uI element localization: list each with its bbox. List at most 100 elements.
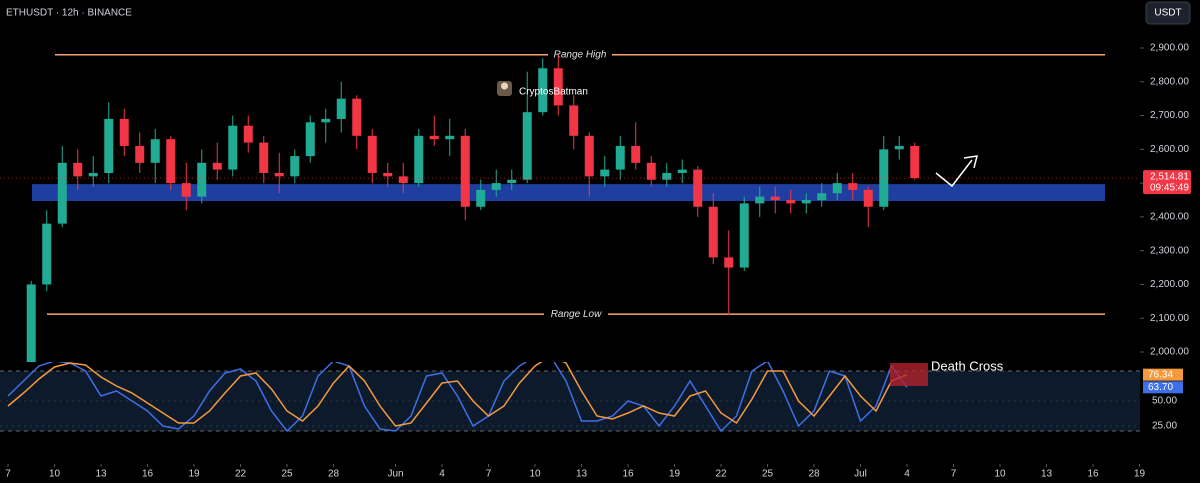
last-price-box [1143,170,1191,195]
x-tick-label: 25 [281,469,293,480]
candle-body [57,162,67,224]
candle-body [801,200,811,204]
candle-body [817,193,827,200]
y-tick-label: 2,600.00 [1150,144,1189,155]
candle-body [894,145,904,150]
oscillator-layer [0,362,1140,433]
candle-body [507,179,517,184]
candle-body [259,142,269,173]
candle-body [336,98,346,119]
author-badge: CryptosBatman [497,81,588,98]
candle-body [181,183,191,197]
candle-body [166,139,176,184]
range-low-label: Range Low [551,309,602,320]
x-tick-label: 7 [951,469,957,480]
candle-body [863,189,873,207]
x-tick-label: 7 [486,469,492,480]
x-tick-label: 7 [5,469,11,480]
x-tick-label: 28 [808,469,820,480]
axis-layer: 2,000.00 2,100.00 2,200.00 2,300.00 2,400.00… [0,43,1191,480]
candle-body [724,257,734,268]
y-tick-label: 2,100.00 [1150,313,1189,324]
candle-body [755,196,765,204]
y-tick-label: 2,200.00 [1150,279,1189,290]
support-zone [32,184,1105,202]
candle-body [321,118,331,123]
osc-last-box [1143,368,1183,381]
last-price-label: 2,514.81 [1150,172,1189,183]
author-avatar-face [501,82,508,90]
candle-body [460,135,470,207]
x-tick-label: 28 [328,469,340,480]
x-tick-label: 13 [1041,469,1053,480]
x-tick-label: 22 [715,469,727,480]
candle-body [445,135,455,140]
candle-body [274,172,284,177]
candle-body [538,68,548,113]
x-tick-label: 19 [1134,469,1146,480]
candle-body [631,145,641,163]
range-high-label-bg [548,47,612,62]
x-tick-label: 16 [142,469,154,480]
candle-layer [26,54,920,362]
candle-body [197,162,207,197]
y-tick-label: 2,000.00 [1150,347,1189,358]
x-tick-label: 16 [622,469,634,480]
x-tick-label: 10 [529,469,541,480]
candle-body [739,203,749,268]
candle-body [491,183,501,190]
candle-body [476,189,486,207]
candle-body [135,145,145,163]
candle-body [352,98,362,136]
candle-body [786,200,796,204]
candle-body [569,105,579,136]
x-tick-label: 16 [1087,469,1099,480]
candle-body [662,172,672,180]
osc-last-box [1143,381,1183,394]
candle-body [553,68,563,106]
candle-body [398,176,408,184]
candle-body [73,162,83,177]
y-tick-label: 2,300.00 [1150,245,1189,256]
candle-body [228,125,238,170]
y-tick-label: 2,700.00 [1150,110,1189,121]
death-cross-label: Death Cross [931,358,1004,373]
candle-body [600,169,610,177]
candle-body [104,118,114,173]
candle-body [119,118,129,146]
x-tick-label: Jun [387,469,403,480]
candle-body [88,172,98,177]
candle-body [42,223,52,285]
x-tick-label: 4 [439,469,445,480]
candle-body [615,145,625,170]
currency-button[interactable] [1145,1,1191,25]
x-tick-label: 22 [235,469,247,480]
x-tick-label: 13 [576,469,588,480]
x-tick-label: 10 [49,469,61,480]
candle-body [879,149,889,207]
candle-body [646,162,656,180]
candle-body [414,135,424,184]
candle-body [584,135,594,177]
stoch-line [7,362,908,427]
candle-body [367,135,377,173]
currency-button-label[interactable]: USDT [1154,8,1181,19]
range-high-label: Range High [554,49,607,60]
candle-body [290,156,300,177]
y-tick-label: 2,400.00 [1150,212,1189,223]
candle-body [693,169,703,207]
symbol-header: ETHUSDT · 12h · BINANCE [6,8,132,19]
forecast-arrow-head [963,155,979,169]
candle-body [305,122,315,157]
osc-tick-label: 50.00 [1152,396,1177,407]
x-tick-label: 19 [669,469,681,480]
x-tick-label: 25 [762,469,774,480]
candle-body [150,139,160,163]
candle-body [383,172,393,177]
candle-body [770,196,780,200]
candle-body [522,112,532,180]
x-tick-label: 10 [994,469,1006,480]
osc-last-label: 76.34 [1148,369,1173,380]
candle-body [677,169,687,173]
